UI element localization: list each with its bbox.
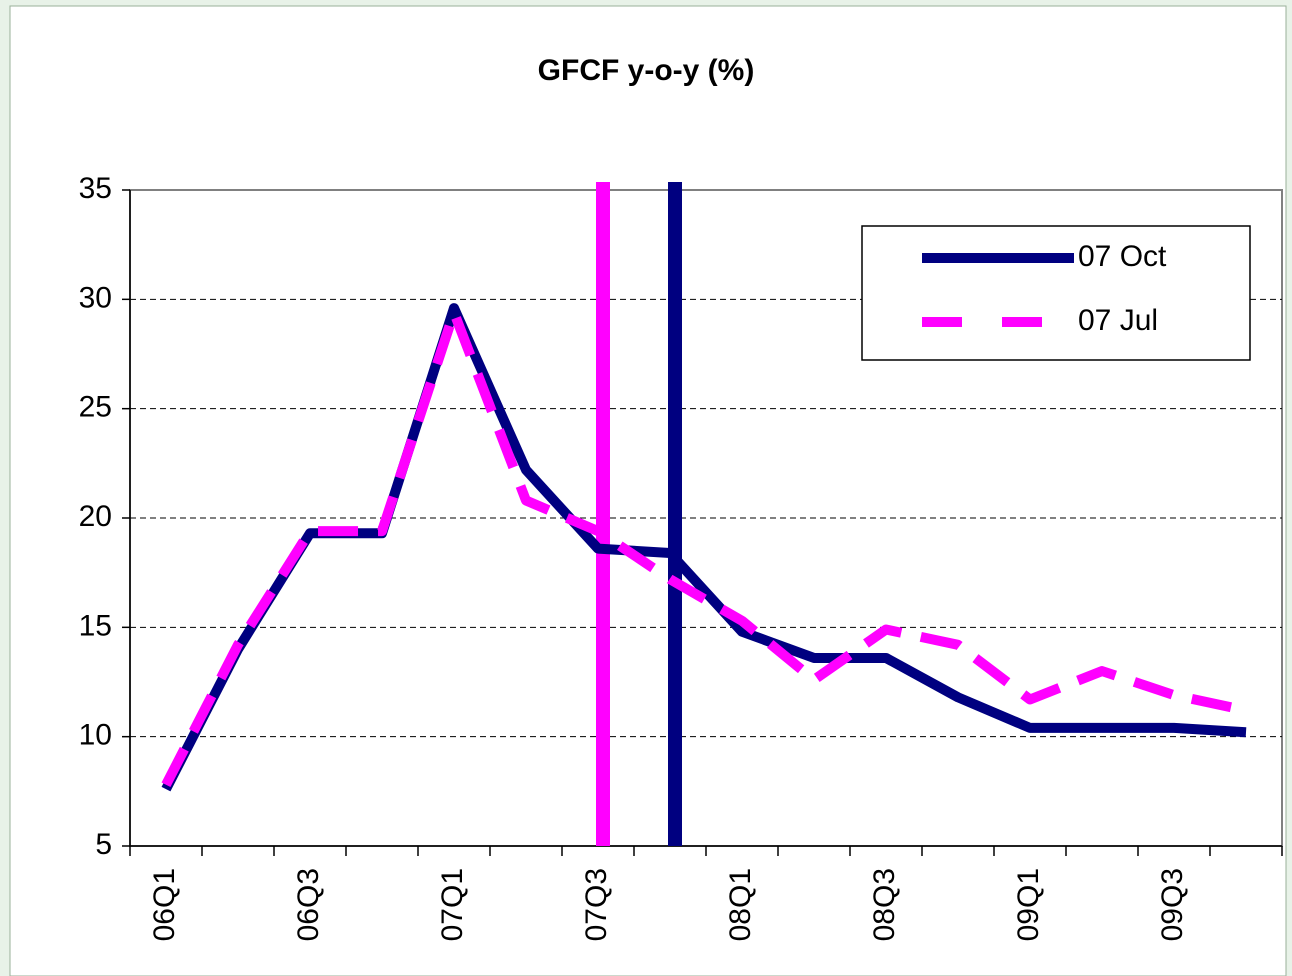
x-tick-label: 08Q1 [724,868,757,941]
y-tick-label: 25 [79,391,112,424]
y-tick-label: 30 [79,281,112,314]
y-tick-label: 20 [79,500,112,533]
legend-label: 07 Jul [1078,304,1158,337]
series-line [161,307,1248,788]
x-tick-label: 07Q1 [436,868,469,941]
x-tick-label: 06Q1 [148,868,181,941]
y-tick-label: 5 [95,828,112,861]
x-tick-label: 09Q3 [1156,868,1189,941]
y-tick-label: 35 [79,172,112,205]
x-tick-label: 06Q3 [292,868,325,941]
y-tick-label: 15 [79,609,112,642]
x-tick-label: 07Q3 [580,868,613,941]
chart-title: GFCF y-o-y (%) [538,54,755,87]
y-tick-label: 10 [79,719,112,752]
legend-box [861,225,1251,361]
legend: 07 Oct 07 Jul [861,225,1251,361]
legend-label: 07 Oct [1078,240,1167,273]
x-tick-label: 09Q1 [1012,868,1045,941]
x-tick-label: 08Q3 [868,868,901,941]
